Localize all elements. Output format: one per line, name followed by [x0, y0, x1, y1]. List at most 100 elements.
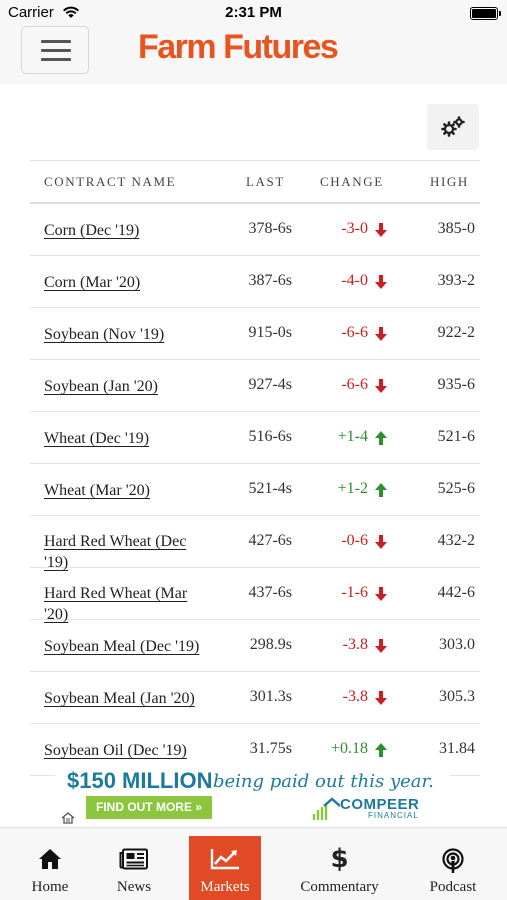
tab-bar: Home News Markets $ Commentary Podcast — [0, 827, 507, 900]
equal-housing-icon — [61, 812, 75, 824]
tab-home[interactable]: Home — [20, 836, 80, 900]
price-change: +0.18 — [330, 740, 368, 757]
status-bar: Carrier 2:31 PM — [0, 0, 507, 26]
contract-name-link[interactable]: Soybean Meal (Jan '20) — [44, 690, 195, 707]
advertisement-banner[interactable]: $150 MILLION being paid out this year. F… — [55, 766, 450, 826]
high-price: 525-6 — [437, 480, 475, 497]
table-row[interactable]: Hard Red Wheat (Dec '19) 427-6s -0-6 432-2 — [30, 516, 480, 571]
tab-markets-label: Markets — [200, 879, 250, 895]
gears-icon — [441, 116, 465, 137]
last-price: 298.9s — [249, 636, 292, 653]
table-row[interactable]: Soybean (Nov '19) 915-0s -6-6 922-2 — [30, 308, 480, 360]
table-row[interactable]: Wheat (Mar '20) 521-4s +1-2 525-6 — [30, 464, 480, 516]
ad-find-out-more-button[interactable]: FIND OUT MORE » — [86, 796, 212, 819]
ad-headline: $150 MILLION — [67, 768, 213, 793]
contract-name-link[interactable]: Hard Red Wheat (Mar '20) — [44, 585, 188, 623]
table-row[interactable]: Soybean Meal (Jan '20) 301.3s -3.8 305.3 — [30, 672, 480, 724]
high-price: 432-2 — [437, 532, 475, 549]
tab-news[interactable]: News — [104, 836, 164, 900]
high-price: 442-6 — [437, 584, 475, 601]
tab-home-label: Home — [31, 879, 69, 895]
column-header-high[interactable]: HIGH — [430, 174, 469, 189]
high-price: 305.3 — [439, 688, 475, 705]
last-price: 927-4s — [248, 376, 292, 393]
clock: 2:31 PM — [225, 4, 282, 21]
battery-icon — [470, 7, 501, 20]
tab-markets[interactable]: Markets — [189, 836, 261, 900]
arrow-up-icon — [374, 430, 388, 446]
arrow-down-icon — [374, 638, 388, 654]
contract-name-link[interactable]: Soybean Oil (Dec '19) — [44, 742, 187, 759]
high-price: 922-2 — [437, 324, 475, 341]
ad-brand-name: COMPEER — [340, 796, 420, 813]
table-header: CONTRACT NAME LAST CHANGE HIGH — [30, 160, 480, 204]
ad-brand-sub: FINANCIAL — [368, 811, 419, 820]
price-change: -4-0 — [341, 272, 368, 289]
contract-name-link[interactable]: Corn (Mar '20) — [44, 274, 141, 291]
contract-name-link[interactable]: Wheat (Mar '20) — [44, 482, 150, 499]
table-row[interactable]: Wheat (Dec '19) 516-6s +1-4 521-6 — [30, 412, 480, 464]
contract-name-link[interactable]: Soybean Meal (Dec '19) — [44, 638, 200, 655]
price-change: -0-6 — [341, 532, 368, 549]
tab-podcast[interactable]: Podcast — [420, 836, 486, 900]
high-price: 31.84 — [439, 740, 475, 757]
table-row[interactable]: Soybean (Jan '20) 927-4s -6-6 935-6 — [30, 360, 480, 412]
price-change: -3.8 — [342, 688, 368, 705]
wifi-icon — [62, 5, 80, 23]
last-price: 31.75s — [249, 740, 292, 757]
arrow-down-icon — [374, 326, 388, 342]
hamburger-icon — [41, 40, 71, 43]
column-header-last[interactable]: LAST — [246, 174, 285, 189]
last-price: 516-6s — [248, 428, 292, 445]
arrow-down-icon — [374, 274, 388, 290]
ad-script-text: being paid out this year. — [213, 771, 434, 792]
last-price: 387-6s — [248, 272, 292, 289]
tab-podcast-label: Podcast — [429, 879, 477, 895]
table-row[interactable]: Soybean Meal (Dec '19) 298.9s -3.8 303.0 — [30, 620, 480, 672]
high-price: 303.0 — [439, 636, 475, 653]
last-price: 378-6s — [248, 220, 292, 237]
markets-table: CONTRACT NAME LAST CHANGE HIGH Corn (Dec… — [30, 160, 480, 776]
arrow-down-icon — [374, 222, 388, 238]
tab-commentary-label: Commentary — [300, 879, 379, 895]
last-price: 521-4s — [248, 480, 292, 497]
contract-name-link[interactable]: Wheat (Dec '19) — [44, 430, 150, 447]
price-change: -6-6 — [341, 376, 368, 393]
high-price: 521-6 — [437, 428, 475, 445]
price-change: -6-6 — [341, 324, 368, 341]
column-header-change[interactable]: CHANGE — [320, 174, 384, 189]
arrow-down-icon — [374, 586, 388, 602]
table-row[interactable]: Corn (Mar '20) 387-6s -4-0 393-2 — [30, 256, 480, 308]
dollar-icon: $ — [330, 844, 349, 874]
line-chart-icon — [210, 849, 239, 870]
high-price: 385-0 — [437, 220, 475, 237]
menu-button[interactable] — [21, 26, 89, 74]
contract-name-link[interactable]: Soybean (Nov '19) — [44, 326, 165, 343]
farm-futures-logo[interactable]: Farm Futures — [138, 28, 339, 66]
compeer-mark-icon — [312, 797, 340, 820]
high-price: 393-2 — [437, 272, 475, 289]
arrow-down-icon — [374, 534, 388, 550]
price-change: +1-2 — [337, 480, 368, 497]
table-row[interactable]: Corn (Dec '19) 378-6s -3-0 385-0 — [30, 204, 480, 256]
compeer-financial-logo: COMPEER FINANCIAL — [312, 796, 442, 822]
price-change: -3-0 — [341, 220, 368, 237]
table-row[interactable]: Hard Red Wheat (Mar '20) 437-6s -1-6 442-6 — [30, 568, 480, 623]
contract-name-link[interactable]: Soybean (Jan '20) — [44, 378, 158, 395]
arrow-down-icon — [374, 378, 388, 394]
column-header-contract-name[interactable]: CONTRACT NAME — [44, 174, 177, 189]
last-price: 915-0s — [248, 324, 292, 341]
table-body: Corn (Dec '19) 378-6s -3-0 385-0 Corn (Mar '… — [30, 204, 480, 776]
contract-name-link[interactable]: Hard Red Wheat (Dec '19) — [44, 533, 187, 571]
price-change: -1-6 — [341, 584, 368, 601]
tab-commentary[interactable]: $ Commentary — [292, 836, 387, 900]
arrow-down-icon — [374, 690, 388, 706]
last-price: 437-6s — [248, 584, 292, 601]
newspaper-icon — [119, 848, 148, 870]
price-change: -3.8 — [342, 636, 368, 653]
carrier-label: Carrier — [8, 4, 54, 21]
last-price: 427-6s — [248, 532, 292, 549]
settings-button[interactable] — [427, 104, 479, 150]
app-header: Farm Futures — [0, 26, 507, 84]
contract-name-link[interactable]: Corn (Dec '19) — [44, 222, 140, 239]
